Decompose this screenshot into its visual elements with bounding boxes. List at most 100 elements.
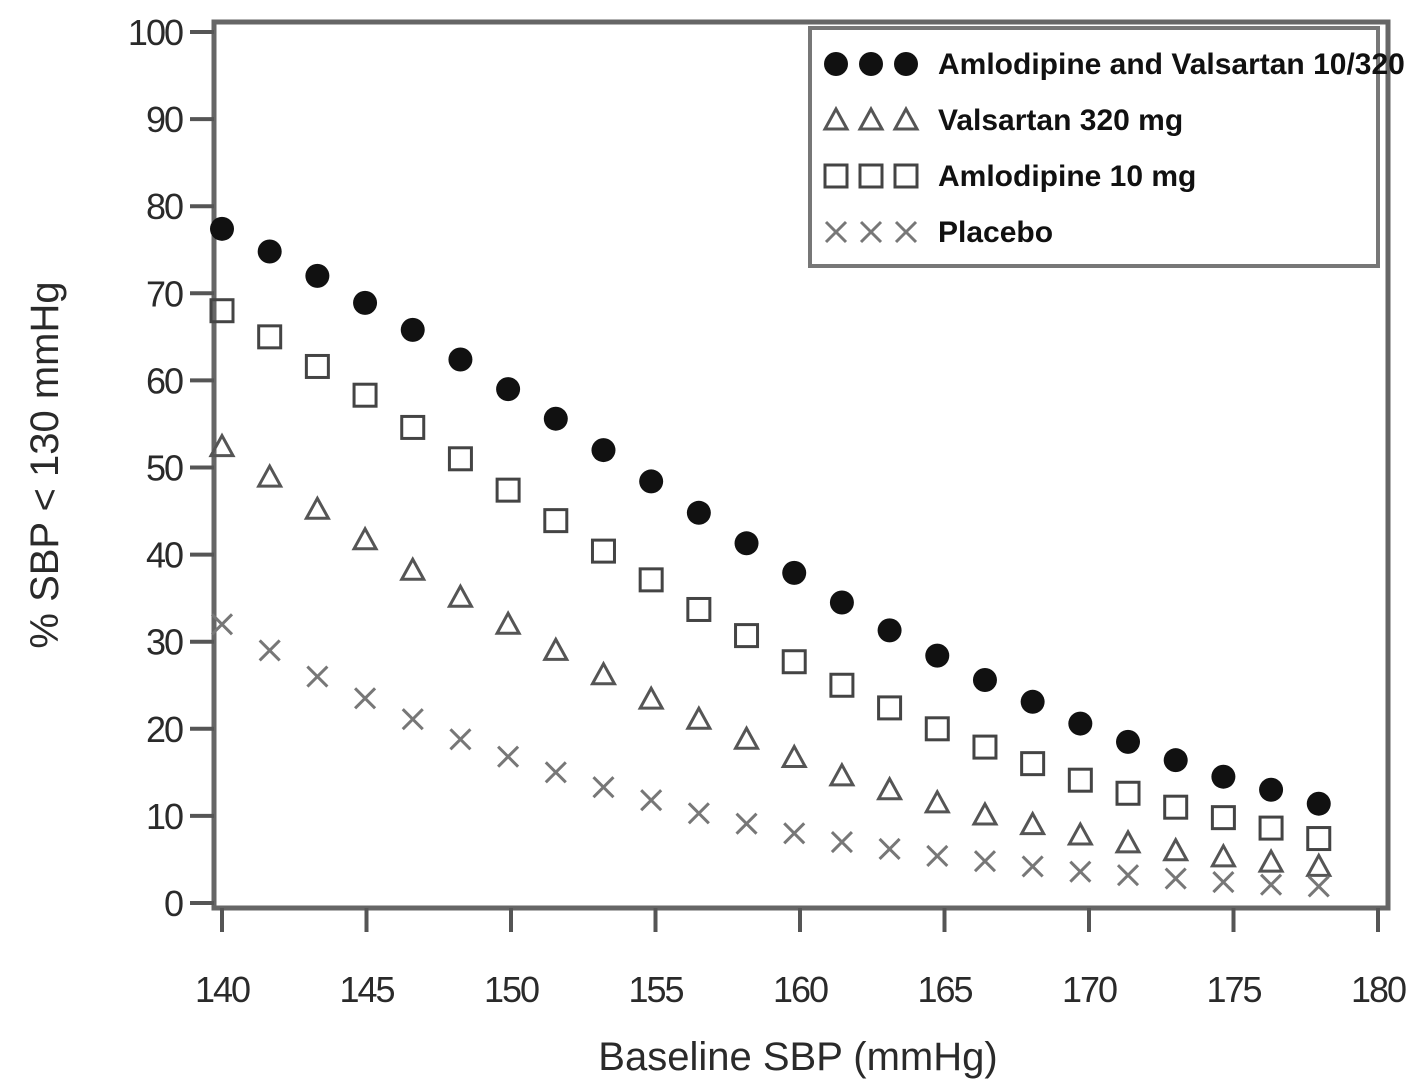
data-point xyxy=(974,804,996,824)
x-tick-label: 170 xyxy=(1062,969,1117,1010)
data-point xyxy=(783,747,805,767)
data-point xyxy=(926,792,948,812)
legend-label: Amlodipine 10 mg xyxy=(938,160,1196,193)
data-point xyxy=(449,448,471,470)
data-point xyxy=(1023,856,1043,876)
data-point xyxy=(831,674,853,696)
data-point xyxy=(831,765,853,785)
series-2 xyxy=(211,436,1330,876)
x-tick-label: 180 xyxy=(1351,969,1406,1010)
x-tick-label: 160 xyxy=(773,969,828,1010)
data-point xyxy=(639,469,663,493)
data-point xyxy=(783,651,805,673)
data-point xyxy=(688,598,710,620)
legend-label: Amlodipine and Valsartan 10/320 mg xyxy=(938,48,1414,81)
data-point xyxy=(306,355,328,377)
data-point xyxy=(927,846,947,866)
data-point xyxy=(1212,846,1234,866)
y-tick-label: 20 xyxy=(146,709,183,750)
data-point xyxy=(1069,824,1091,844)
data-point xyxy=(736,728,758,748)
data-point xyxy=(784,823,804,843)
data-point xyxy=(402,559,424,579)
data-point xyxy=(258,239,282,263)
data-point xyxy=(640,688,662,708)
data-point xyxy=(1022,814,1044,834)
data-point xyxy=(450,729,470,749)
data-point xyxy=(1261,875,1281,895)
data-point xyxy=(1165,796,1187,818)
data-point xyxy=(641,790,661,810)
x-tick-label: 175 xyxy=(1206,969,1261,1010)
data-point xyxy=(1069,769,1091,791)
data-point xyxy=(497,479,519,501)
data-point xyxy=(305,264,329,288)
data-point xyxy=(449,586,471,606)
data-point xyxy=(546,762,566,782)
series-4 xyxy=(212,614,1329,896)
legend-marker xyxy=(859,52,883,76)
legend-item: Amlodipine 10 mg xyxy=(825,160,1196,193)
data-point xyxy=(832,832,852,852)
data-point xyxy=(687,501,711,525)
legend-label: Valsartan 320 mg xyxy=(938,104,1183,137)
data-point xyxy=(1308,828,1330,850)
data-point xyxy=(1308,855,1330,875)
x-axis-title: Baseline SBP (mmHg) xyxy=(598,1035,997,1079)
data-point xyxy=(260,640,280,660)
data-point xyxy=(544,407,568,431)
data-point xyxy=(1164,748,1188,772)
data-point xyxy=(782,561,806,585)
legend-label: Placebo xyxy=(938,216,1053,249)
y-tick-label: 100 xyxy=(128,12,183,53)
y-axis-title: % SBP < 130 mmHg xyxy=(23,281,67,648)
data-point xyxy=(880,839,900,859)
data-point xyxy=(973,668,997,692)
y-tick-label: 40 xyxy=(146,535,183,576)
data-point xyxy=(1117,782,1139,804)
data-point xyxy=(402,416,424,438)
data-point xyxy=(591,438,615,462)
x-tick-label: 150 xyxy=(484,969,539,1010)
data-point xyxy=(640,569,662,591)
data-point xyxy=(925,644,949,668)
data-marks xyxy=(210,217,1331,897)
data-point xyxy=(1259,778,1283,802)
y-tick-label: 30 xyxy=(146,622,183,663)
data-point xyxy=(1118,865,1138,885)
y-tick-label: 0 xyxy=(164,883,183,924)
x-tick-label: 165 xyxy=(917,969,972,1010)
data-point xyxy=(688,708,710,728)
data-point xyxy=(735,531,759,555)
data-point xyxy=(830,591,854,615)
data-point xyxy=(926,718,948,740)
data-point xyxy=(498,747,518,767)
data-point xyxy=(210,217,234,241)
data-point xyxy=(353,291,377,315)
data-point xyxy=(354,384,376,406)
data-point xyxy=(1309,876,1329,896)
data-point xyxy=(1212,807,1234,829)
data-point xyxy=(1068,712,1092,736)
data-point xyxy=(1260,817,1282,839)
data-point xyxy=(354,529,376,549)
legend: Amlodipine and Valsartan 10/320 mg Valsar… xyxy=(810,28,1414,266)
data-point xyxy=(737,814,757,834)
data-point xyxy=(1165,840,1187,860)
data-point xyxy=(497,613,519,633)
data-point xyxy=(975,851,995,871)
data-point xyxy=(1213,872,1233,892)
data-point xyxy=(592,664,614,684)
data-point xyxy=(1070,862,1090,882)
y-tick-label: 90 xyxy=(146,99,183,140)
data-point xyxy=(974,736,996,758)
data-point xyxy=(1166,869,1186,889)
data-point xyxy=(879,779,901,799)
y-tick-label: 10 xyxy=(146,796,183,837)
data-point xyxy=(448,347,472,371)
data-point xyxy=(259,326,281,348)
legend-marker xyxy=(824,52,848,76)
series-3 xyxy=(211,300,1330,850)
data-point xyxy=(496,377,520,401)
data-point xyxy=(689,803,709,823)
